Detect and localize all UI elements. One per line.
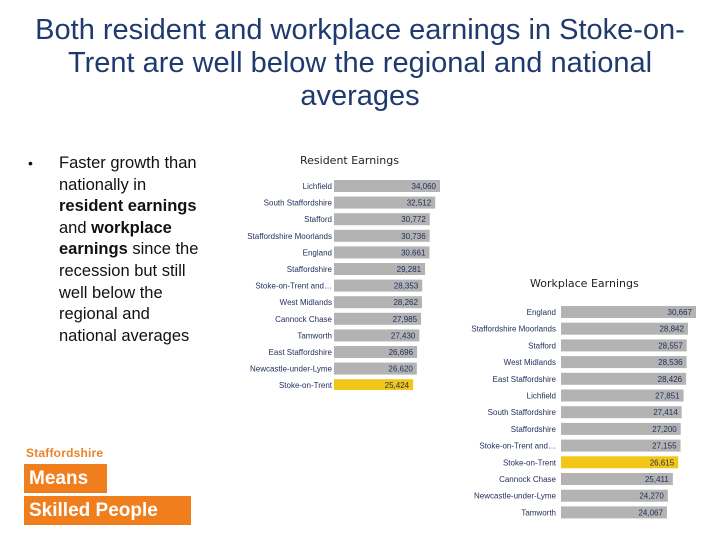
workplace-value-label-cannock-chase: 25,411 [645,475,669,484]
resident-value-label-cannock-chase: 27,985 [393,315,418,324]
workplace-bar-lichfield [561,389,684,402]
workplace-bar-newcastle-under-lyme [561,489,668,502]
workplace-value-label-west-midlands: 28,536 [658,358,683,367]
workplace-chart-title: Workplace Earnings [530,277,639,290]
resident-bar-east-staffordshire [334,346,418,358]
resident-category-label-england: England [303,248,332,257]
resident-earnings-chart: Resident Earnings Lichfield 34,060 South St… [247,154,440,390]
workplace-value-label-newcastle-under-lyme: 24,270 [639,492,664,501]
workplace-value-label-england: 30,667 [668,308,693,317]
resident-value-label-stoke-on-trent-and: 28,353 [394,282,419,291]
resident-bar-stafford [334,213,430,226]
workplace-category-label-england: England [527,308,556,317]
workplace-value-label-south-staffordshire: 27,414 [653,408,678,417]
resident-category-label-west-midlands: West Midlands [280,298,332,307]
workplace-bar-cannock-chase [561,473,673,485]
workplace-category-label-staffordshire: Staffordshire [511,425,557,434]
resident-value-label-newcastle-under-lyme: 26,620 [388,365,413,374]
workplace-bar-stoke-on-trent-and [561,439,681,452]
resident-category-label-lichfield: Lichfield [303,182,332,191]
resident-category-label-stoke-on-trent-and: Stoke-on-Trent and… [255,282,332,291]
resident-value-label-staffordshire-moorlands: 30,736 [401,232,426,241]
resident-value-label-stoke-on-trent: 25,424 [385,381,410,390]
workplace-bar-tamworth [561,506,667,519]
resident-value-label-lichfield: 34,060 [412,182,437,191]
workplace-bar-east-staffordshire [561,372,687,385]
resident-value-label-staffordshire: 29,281 [397,265,422,274]
resident-bar-west-midlands [334,296,422,309]
workplace-value-label-stoke-on-trent-and: 27,155 [652,442,677,451]
workplace-bar-stoke-on-trent [561,456,679,469]
resident-bar-newcastle-under-lyme [334,362,417,375]
resident-category-label-south-staffordshire: South Staffordshire [264,199,333,208]
resident-chart-title: Resident Earnings [300,154,399,167]
bullet-bold-workplace: workplace earnings [59,218,172,259]
workplace-bar-stafford [561,339,687,352]
workplace-value-label-tamworth: 24,067 [638,508,663,517]
workplace-category-label-stoke-on-trent-and: Stoke-on-Trent and… [479,442,556,451]
resident-value-label-east-staffordshire: 26,696 [389,348,414,357]
bullet-text-part1: Faster growth than nationally in [59,154,197,194]
workplace-category-label-cannock-chase: Cannock Chase [499,475,556,484]
workplace-category-label-staffordshire-moorlands: Staffordshire Moorlands [471,325,556,334]
slide-title: Both resident and workplace earnings in … [35,14,685,112]
bullet-symbol: • [28,155,33,171]
resident-bar-tamworth [334,329,420,342]
workplace-earnings-chart: Workplace Earnings England 30,667 Staffords… [471,277,696,519]
resident-value-label-england: 30,661 [401,248,426,257]
resident-category-label-staffordshire-moorlands: Staffordshire Moorlands [247,232,332,241]
workplace-category-label-stafford: Stafford [528,341,556,350]
workplace-value-label-staffordshire-moorlands: 28,842 [659,325,684,334]
resident-category-label-staffordshire: Staffordshire [287,265,333,274]
workplace-bar-south-staffordshire [561,406,682,419]
workplace-bar-staffordshire [561,422,681,435]
workplace-category-label-south-staffordshire: South Staffordshire [488,408,557,417]
workplace-category-label-newcastle-under-lyme: Newcastle-under-Lyme [474,492,557,501]
logo-staffordshire-text: Staffordshire [26,446,104,460]
resident-bar-staffordshire [334,263,426,275]
resident-category-label-stafford: Stafford [304,215,332,224]
workplace-value-label-lichfield: 27,851 [655,392,680,401]
logo-means-box: Means [24,464,107,493]
resident-category-label-tamworth: Tamworth [297,331,332,340]
workplace-value-label-staffordshire: 27,200 [652,425,677,434]
workplace-bar-staffordshire-moorlands [561,322,688,335]
workplace-category-label-lichfield: Lichfield [527,392,556,401]
workplace-category-label-east-staffordshire: East Staffordshire [493,375,557,384]
workplace-bar-england [561,306,696,318]
resident-bar-england [334,246,430,259]
resident-bar-cannock-chase [334,312,422,325]
resident-bar-stoke-on-trent-and [334,279,423,292]
resident-value-label-south-staffordshire: 32,512 [407,199,432,208]
resident-value-label-stafford: 30,772 [401,215,426,224]
workplace-category-label-west-midlands: West Midlands [504,358,556,367]
resident-category-label-newcastle-under-lyme: Newcastle-under-Lyme [250,365,333,374]
workplace-value-label-stafford: 28,557 [658,341,683,350]
workplace-bar-west-midlands [561,356,687,369]
resident-category-label-stoke-on-trent: Stoke-on-Trent [279,381,333,390]
resident-category-label-cannock-chase: Cannock Chase [275,315,332,324]
resident-bar-stoke-on-trent [334,379,414,390]
workplace-value-label-east-staffordshire: 28,426 [658,375,683,384]
bullet-text-part3: since the recession but still well below… [59,240,199,345]
resident-bar-staffordshire-moorlands [334,229,430,242]
logo-skilled-people-box: Skilled People [24,496,191,525]
resident-bar-south-staffordshire [334,196,436,209]
resident-bar-lichfield [334,180,440,192]
resident-value-label-tamworth: 27,430 [391,331,416,340]
resident-category-label-east-staffordshire: East Staffordshire [269,348,333,357]
workplace-category-label-stoke-on-trent: Stoke-on-Trent [503,458,557,467]
bullet-text-part2: and [59,218,92,237]
workplace-value-label-stoke-on-trent: 26,615 [650,458,675,467]
staffordshire-logo: Staffordshire Means Skilled People [24,446,194,525]
workplace-category-label-tamworth: Tamworth [521,508,556,517]
bullet-text: Faster growth than nationally in residen… [59,153,204,347]
bullet-bold-resident: resident earnings [59,197,197,216]
resident-value-label-west-midlands: 28,262 [393,298,418,307]
